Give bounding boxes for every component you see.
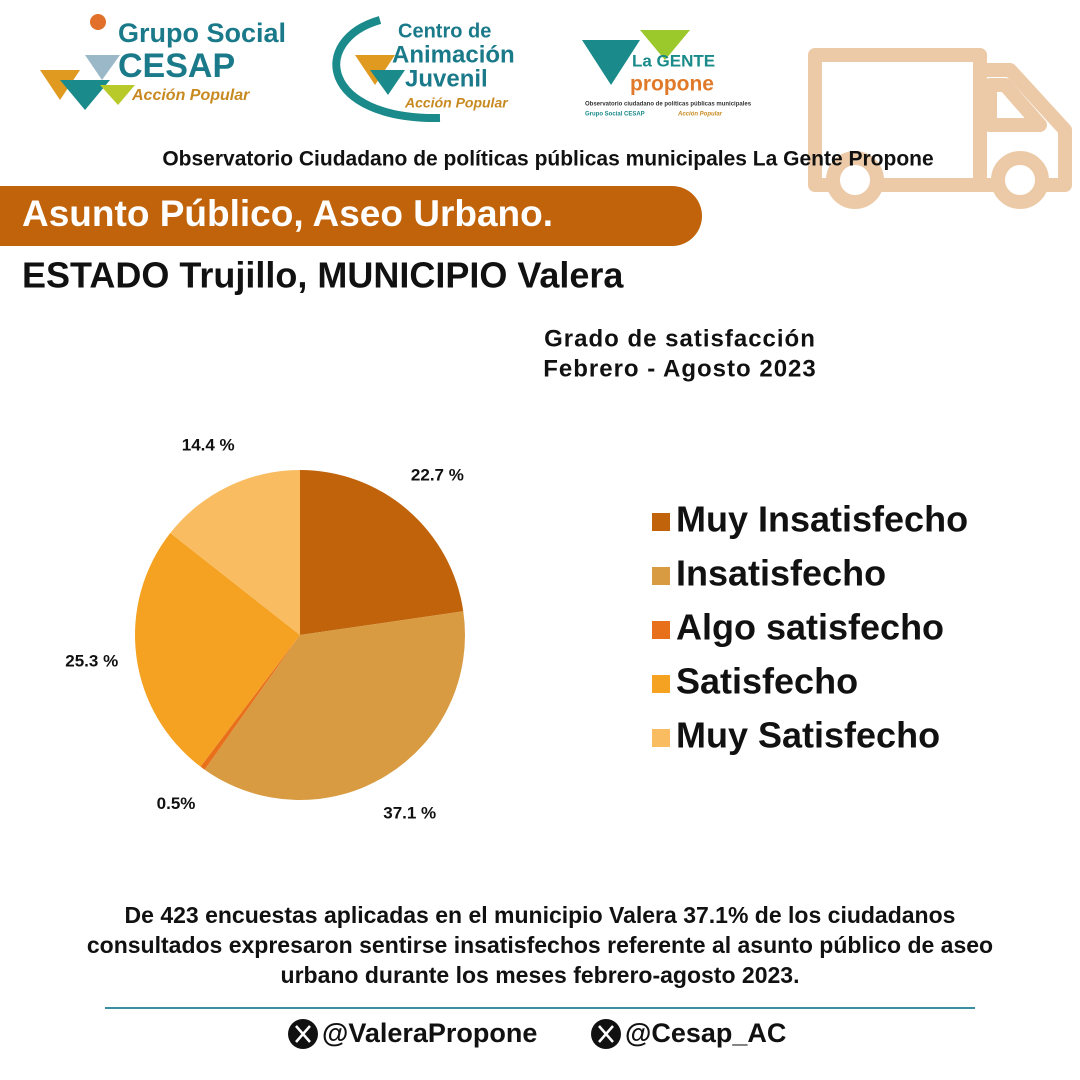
legend: Muy Insatisfecho Insatisfecho Algo satisfe… (652, 499, 968, 756)
banner-text: Asunto Público, Aseo Urbano. (22, 193, 553, 234)
legend-label: Algo satisfecho (676, 607, 944, 648)
logo-text: Acción Popular (404, 95, 509, 111)
x-icon-glyph (598, 1025, 614, 1043)
pie-slice (134, 533, 300, 767)
legend-swatch (652, 675, 670, 693)
logo-cesap: Grupo Social CESAP Acción Popular (40, 14, 286, 110)
value-label: 22.7 % (411, 466, 464, 485)
chart-subtitle: Febrero - Agosto 2023 (543, 355, 817, 382)
pie-slice (170, 470, 300, 635)
logo-text: Animación (392, 41, 515, 68)
legend-label: Satisfecho (676, 661, 858, 702)
handle: @Cesap_AC (625, 1018, 786, 1048)
logo-text: La GENTE (632, 51, 715, 70)
value-label: 0.5% (157, 794, 196, 813)
logo-text: Grupo Social (118, 18, 286, 48)
truck-icon (808, 48, 1072, 209)
logo-lgp: La GENTE propone Observatorio ciudadano … (582, 30, 752, 118)
legend-swatch (652, 567, 670, 585)
handle: @ValeraPropone (322, 1018, 537, 1048)
logo-text: Acción Popular (131, 87, 250, 104)
observatory-title: Observatorio Ciudadano de políticas públ… (162, 148, 933, 171)
logo-text: Grupo Social CESAP (585, 112, 645, 118)
value-label: 37.1 % (383, 804, 436, 823)
value-label: 25.3 % (65, 651, 118, 670)
x-icon-glyph (295, 1025, 311, 1043)
value-label: 14.4 % (182, 436, 235, 455)
legend-swatch (652, 729, 670, 747)
legend-label: Muy Satisfecho (676, 715, 940, 756)
legend-label: Muy Insatisfecho (676, 499, 968, 540)
footer: @ValeraPropone @Cesap_AC (288, 1018, 786, 1049)
pie-slice (300, 470, 464, 635)
logo-text: Juvenil (405, 65, 488, 92)
logo-text: Centro de (398, 20, 491, 42)
logo-text: Acción Popular (677, 112, 723, 118)
legend-swatch (652, 621, 670, 639)
pie-chart: 22.7 % 37.1 % 0.5% 25.3 % 14.4 % (65, 436, 465, 823)
logo-text: CESAP (118, 47, 235, 85)
logo-text: Observatorio ciudadano de políticas públ… (585, 102, 752, 108)
pie-slice (204, 611, 465, 800)
legend-label: Insatisfecho (676, 553, 886, 594)
logo-text: propone (630, 73, 714, 96)
summary: De 423 encuestas aplicadas en el municip… (86, 902, 994, 988)
pie-slice (200, 635, 300, 770)
chart-title: Grado de satisfacción (544, 325, 816, 352)
banner (0, 186, 702, 246)
legend-swatch (652, 513, 670, 531)
logo-caj: Centro de Animación Juvenil Acción Popul… (332, 16, 515, 123)
location: ESTADO Trujillo, MUNICIPIO Valera (22, 255, 624, 296)
